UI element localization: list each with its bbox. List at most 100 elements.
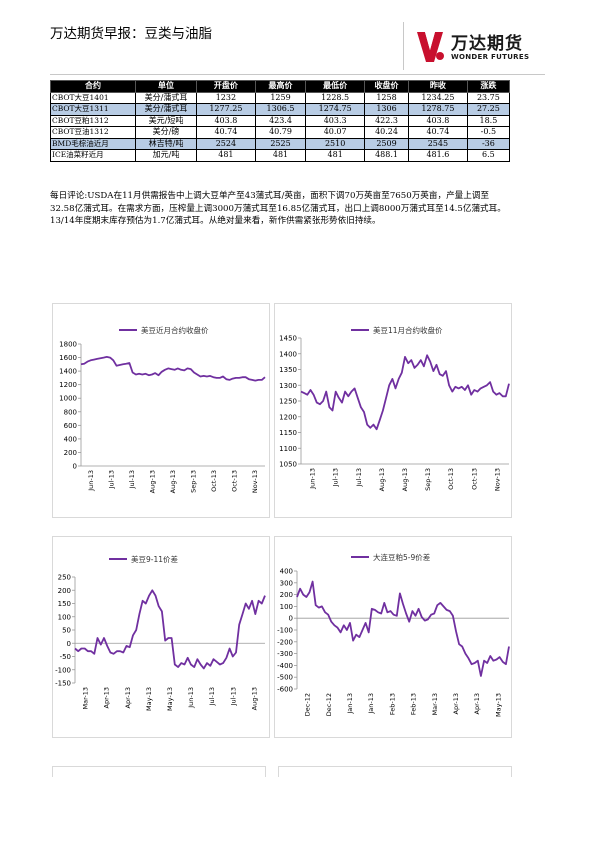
y-tick-label: -50 (60, 653, 71, 661)
y-tick-label: 1600 (59, 354, 77, 362)
x-tick-label: Aug-13 (149, 470, 157, 493)
table-cell: CBOT大豆1401 (50, 91, 136, 104)
table-cell: 1278.75 (408, 103, 468, 116)
header-rule (50, 74, 545, 75)
x-tick-label: Jul-13 (229, 687, 237, 706)
logo-text-en: WONDER FUTURES (451, 53, 530, 61)
y-tick-label: 0 (289, 615, 293, 623)
table-cell: 23.75 (466, 91, 511, 104)
table-cell: 403.8 (408, 114, 468, 127)
x-tick-label: Feb-13 (388, 693, 396, 715)
table-header-row: 合约 单位 开盘价 最高价 最低价 收盘价 昨收 涨跌 (50, 80, 511, 93)
y-tick-label: 0 (73, 463, 77, 471)
company-logo: 万达期货 WONDER FUTURES (413, 26, 543, 68)
table-cell: 423.4 (254, 114, 307, 127)
table-cell: 488.1 (364, 149, 410, 162)
chart-soybean-nearby: 美豆近月合约收盘价 0 200 400 600 800 1000 1200 1400 1600 18… (52, 303, 270, 518)
y-tick-label: -500 (277, 674, 293, 682)
column-header: 合约 (50, 80, 136, 93)
y-tick-label: 1350 (279, 366, 297, 374)
table-cell: 422.3 (364, 114, 410, 127)
table-cell: 40.79 (254, 126, 307, 139)
x-tick-label: Aug-13 (250, 687, 258, 710)
y-tick-label: 600 (64, 422, 77, 430)
series-line (74, 589, 266, 670)
table-cell: 1274.75 (305, 103, 366, 116)
quote-table: 合约 单位 开盘价 最高价 最低价 收盘价 昨收 涨跌 CBOT大豆1401 美… (50, 80, 511, 162)
x-tick-label: Oct-13 (210, 470, 218, 492)
y-tick-label: 150 (58, 600, 71, 608)
y-tick-label: 1000 (59, 395, 77, 403)
table-cell: 18.5 (466, 114, 511, 127)
table-cell: BMD毛棕油近月 (50, 137, 136, 150)
x-tick-label: Aug-13 (378, 468, 386, 491)
table-cell: ICE油菜籽近月 (50, 149, 136, 162)
column-header: 最低价 (305, 80, 366, 93)
table-cell: 1228.5 (305, 91, 366, 104)
table-cell: 27.25 (466, 103, 511, 116)
series-line (80, 356, 266, 382)
column-header: 涨跌 (466, 80, 511, 93)
x-tick-label: Apr-13 (452, 693, 460, 714)
table-cell: 403.8 (196, 114, 256, 127)
x-tick-label: Oct-13 (447, 468, 455, 490)
x-tick-label: Jul-13 (128, 470, 136, 489)
table-row: CBOT大豆1401 美分/蒲式耳 1232 1259 1228.5 1258 … (50, 91, 511, 104)
y-tick-label: 1400 (279, 350, 297, 358)
line-chart: 美豆9-11价差 -150 -100 -50 0 50 100 150 200 250 Mar-13… (55, 554, 266, 711)
x-tick-label: Oct-13 (470, 468, 478, 490)
table-cell: 2509 (364, 137, 410, 150)
y-tick-label: 100 (58, 613, 71, 621)
table-cell: 481 (305, 149, 366, 162)
column-header: 开盘价 (196, 80, 256, 93)
series-line (296, 580, 510, 677)
y-tick-label: -100 (55, 666, 71, 674)
y-tick-label: 200 (64, 449, 77, 457)
y-tick-label: 400 (280, 568, 293, 576)
table-cell: 1232 (196, 91, 256, 104)
y-tick-label: 200 (58, 587, 71, 595)
y-tick-label: 100 (280, 603, 293, 611)
chart-frame-partial (278, 766, 512, 777)
y-tick-label: 1450 (279, 335, 297, 343)
x-tick-label: Nov-13 (251, 470, 259, 493)
table-cell: 40.74 (196, 126, 256, 139)
y-tick-label: 1100 (279, 445, 297, 453)
y-tick-label: 0 (67, 640, 71, 648)
table-cell: 美分/磅 (135, 126, 197, 139)
x-tick-label: May-13 (494, 693, 502, 717)
y-tick-label: -300 (277, 650, 293, 658)
column-header: 单位 (135, 80, 197, 93)
x-tick-label: Jan-13 (367, 693, 375, 715)
column-header: 昨收 (408, 80, 468, 93)
table-cell: -36 (466, 137, 511, 150)
y-tick-label: 1400 (59, 368, 77, 376)
legend-label: 大连豆粕5-9价差 (373, 552, 431, 562)
table-cell: 481 (196, 149, 256, 162)
y-tick-label: 1200 (59, 381, 77, 389)
series-line (300, 354, 510, 431)
y-tick-label: -100 (277, 627, 293, 635)
x-tick-label: Jul-13 (355, 468, 363, 487)
y-tick-label: -150 (55, 680, 71, 688)
table-cell: 加元/吨 (135, 149, 197, 162)
y-tick-label: 400 (64, 435, 77, 443)
table-row: ICE油菜籽近月 加元/吨 481 481 481 488.1 481.6 6.… (50, 149, 511, 162)
table-cell: 美分/蒲式耳 (135, 91, 197, 104)
column-header: 收盘价 (364, 80, 410, 93)
x-tick-label: Apr-13 (103, 687, 111, 708)
legend-label: 美豆9-11价差 (131, 554, 179, 564)
x-tick-label: Aug-13 (169, 470, 177, 493)
x-tick-label: Apr-13 (124, 687, 132, 708)
x-tick-label: Dec-12 (304, 693, 312, 716)
table-cell: 481 (254, 149, 307, 162)
line-chart: 美豆11月合约收盘价 1050 1100 1150 1200 1250 1300 1350 14… (279, 325, 510, 491)
table-row: BMD毛棕油近月 林吉特/吨 2524 2525 2510 2509 2545 … (50, 137, 511, 150)
x-tick-label: Jan-13 (346, 693, 354, 715)
y-tick-label: 250 (58, 574, 71, 582)
table-cell: 1259 (254, 91, 307, 104)
table-cell: 2510 (305, 137, 366, 150)
chart-soybean-spread: 美豆9-11价差 -150 -100 -50 0 50 100 150 200 250 Mar-13… (52, 536, 270, 738)
table-cell: 40.74 (408, 126, 468, 139)
y-tick-label: 1150 (279, 429, 297, 437)
